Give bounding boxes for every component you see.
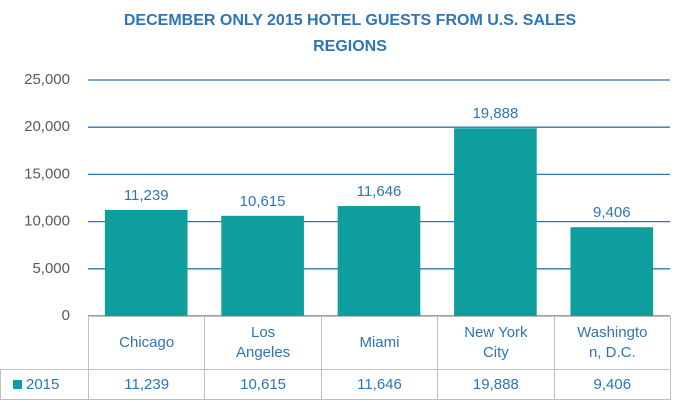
- x-tick-label-text: New York City: [464, 324, 528, 361]
- data-label: 9,406: [593, 204, 631, 221]
- x-tick-label: New York City: [437, 316, 555, 370]
- y-tick-label: 25,000: [24, 71, 70, 88]
- table-value-text: 11,646: [357, 375, 402, 393]
- data-label: 11,239: [124, 187, 169, 204]
- x-tick-label: Washington, D.C.: [553, 316, 671, 370]
- y-tick-label: 20,000: [24, 118, 70, 135]
- legend-swatch: [13, 380, 22, 389]
- table-value-text: 19,888: [472, 375, 519, 393]
- bar: [337, 206, 421, 316]
- x-tick-label-text: Los Angeles: [235, 324, 291, 361]
- bar: [221, 215, 304, 316]
- table-value: 19,888: [437, 369, 555, 400]
- chart-title: DECEMBER ONLY 2015 HOTEL GUESTS FROM U.S…: [123, 12, 577, 55]
- table-value: 10,615: [204, 369, 322, 400]
- legend-label: 2015: [26, 375, 60, 393]
- data-label: 11,646: [357, 183, 402, 200]
- x-tick-label-text: Washington, D.C.: [577, 324, 648, 361]
- table-value: 11,239: [88, 369, 206, 400]
- y-tick-label: 15,000: [24, 165, 70, 182]
- bar: [454, 128, 537, 316]
- table-value-text: 9,406: [593, 375, 632, 393]
- table-value: 11,646: [320, 369, 439, 400]
- y-tick-label: 0: [62, 307, 70, 324]
- y-tick-label: 5,000: [32, 260, 70, 277]
- y-tick-label: 10,000: [24, 213, 70, 230]
- table-value-text: 10,615: [240, 375, 287, 393]
- x-tick-label-text: Miami: [359, 334, 400, 351]
- bar: [570, 227, 654, 316]
- legend-cell: 2015: [0, 369, 89, 400]
- table-value: 9,406: [553, 369, 671, 400]
- bar: [104, 209, 188, 316]
- x-tick-label: Los Angeles: [204, 316, 322, 370]
- x-tick-label-text: Chicago: [119, 334, 175, 351]
- x-tick-label: Chicago: [88, 316, 206, 370]
- data-label: 10,615: [240, 193, 286, 210]
- table-value-text: 11,239: [124, 375, 170, 393]
- x-tick-label: Miami: [320, 316, 439, 370]
- data-label: 19,888: [472, 105, 518, 122]
